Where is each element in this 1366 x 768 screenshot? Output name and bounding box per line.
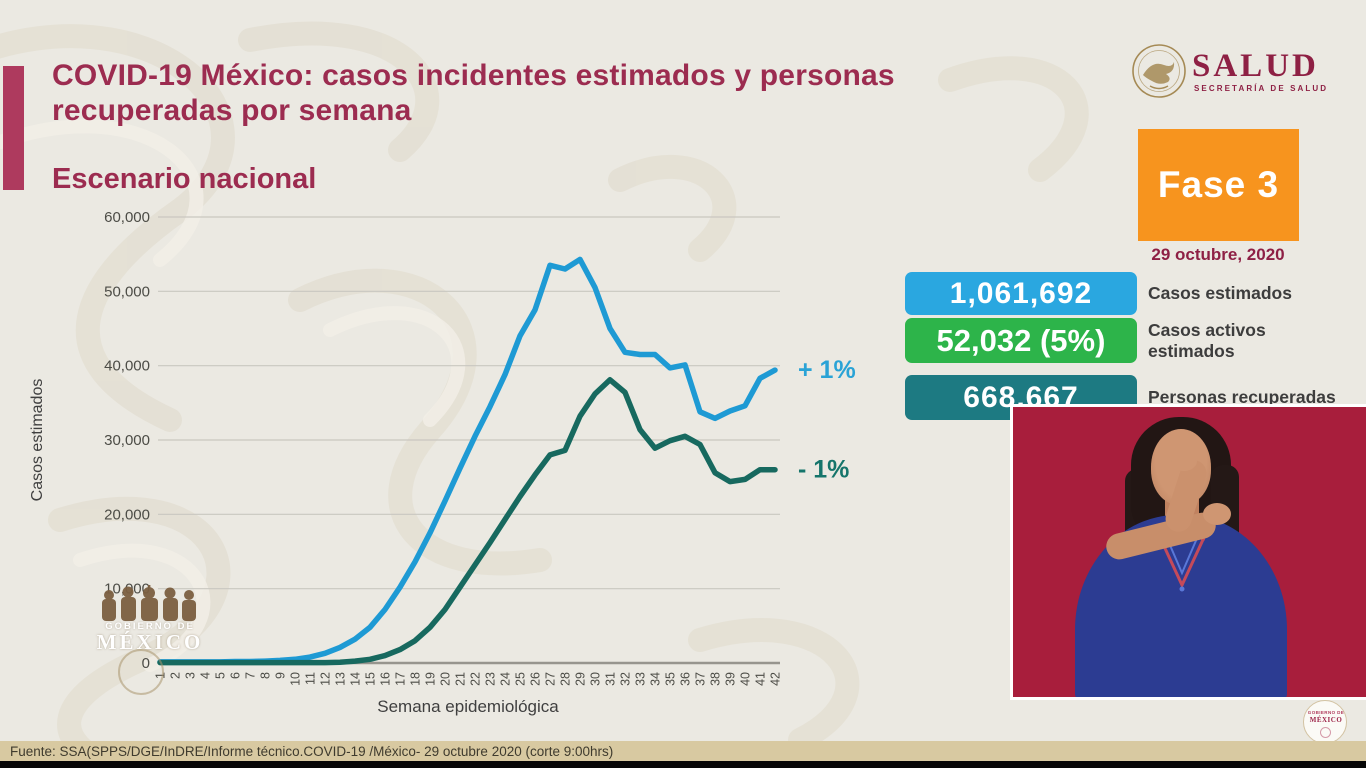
x-tick-label: 35 <box>664 672 678 686</box>
x-tick-label: 37 <box>694 672 708 686</box>
salud-eagle-icon <box>1132 44 1186 98</box>
x-tick-label: 4 <box>199 672 213 679</box>
y-tick-label: 60,000 <box>104 209 150 226</box>
page-subtitle: Escenario nacional <box>52 163 317 195</box>
x-tick-label: 3 <box>184 672 198 679</box>
stat-row-casos-estimados: 1,061,692 Casos estimados <box>905 272 1365 315</box>
x-tick-label: 42 <box>769 672 783 686</box>
x-tick-label: 30 <box>589 672 603 686</box>
seal-text-line2: MÉXICO <box>1309 716 1343 724</box>
x-tick-label: 15 <box>364 672 378 686</box>
stat-label: Casos activos estimados <box>1148 320 1266 361</box>
interpreter-hand <box>1171 451 1197 471</box>
y-tick-label: 40,000 <box>104 358 150 375</box>
series-line-personas-recuperadas <box>157 377 778 666</box>
footer-source-bar: Fuente: SSA(SPPS/DGE/InDRE/Informe técni… <box>0 741 1366 761</box>
watermark-seal-icon <box>118 649 164 695</box>
interpreter-video-background <box>1013 407 1366 697</box>
x-tick-label: 9 <box>274 672 288 679</box>
salud-wordmark: SALUD <box>1192 48 1319 84</box>
x-tick-label: 5 <box>214 672 228 679</box>
stat-label: Personas recuperadas <box>1148 387 1336 407</box>
stat-row-casos-activos: 52,032 (5%) Casos activos estimados <box>905 318 1365 363</box>
x-tick-label: 19 <box>424 672 438 686</box>
bottom-black-bar <box>0 761 1366 768</box>
x-tick-label: 21 <box>454 672 468 686</box>
stat-value: 1,061,692 <box>949 276 1093 310</box>
y-tick-label: 30,000 <box>104 432 150 449</box>
seal-text-line1: GOBIERNO DE <box>1307 710 1345 715</box>
x-tick-label: 18 <box>409 672 423 686</box>
x-tick-label: 32 <box>619 672 633 686</box>
page-title-line2: recuperadas por semana <box>52 94 412 127</box>
x-tick-label: 36 <box>679 672 693 686</box>
x-tick-label: 7 <box>244 672 258 679</box>
x-tick-label: 34 <box>649 672 663 686</box>
stat-value-box: 52,032 (5%) <box>905 318 1137 363</box>
series-end-label: + 1% <box>798 356 856 384</box>
x-tick-label: 14 <box>349 672 363 686</box>
y-axis-title: Casos estimados <box>29 379 46 502</box>
x-tick-label: 17 <box>394 672 408 686</box>
x-tick-label: 10 <box>289 672 303 686</box>
stat-label: Casos estimados <box>1148 283 1292 303</box>
phase-date: 29 octubre, 2020 <box>1151 245 1285 264</box>
x-tick-label: 8 <box>259 672 273 679</box>
x-tick-label: 38 <box>709 672 723 686</box>
page-title-line1: COVID-19 México: casos incidentes estima… <box>52 59 895 92</box>
x-tick-label: 11 <box>304 672 318 685</box>
seal-emblem-icon <box>1320 727 1331 738</box>
x-tick-label: 23 <box>484 672 498 686</box>
interpreter-video <box>1010 404 1366 700</box>
x-tick-label: 26 <box>529 672 543 686</box>
x-tick-label: 40 <box>739 672 753 686</box>
y-tick-label: 20,000 <box>104 506 150 523</box>
stat-value: 52,032 (5%) <box>936 322 1106 358</box>
x-tick-label: 22 <box>469 672 483 686</box>
interpreter-hand <box>1203 503 1231 525</box>
gobierno-seal-badge: GOBIERNO DE MÉXICO <box>1303 700 1347 744</box>
x-tick-label: 2 <box>169 672 183 679</box>
x-tick-label: 31 <box>604 672 618 686</box>
x-tick-label: 24 <box>499 672 513 686</box>
x-tick-label: 25 <box>514 672 528 686</box>
salud-subtext: SECRETARÍA DE SALUD <box>1194 84 1329 93</box>
x-tick-label: 12 <box>319 672 333 686</box>
watermark-gobierno: GOBIERNO DE MÉXICO <box>85 583 215 703</box>
series-line-casos-estimados <box>157 256 778 665</box>
series-end-label: - 1% <box>798 456 849 484</box>
phase-badge: Fase 3 <box>1138 129 1299 241</box>
x-tick-label: 29 <box>574 672 588 686</box>
stat-value-box: 1,061,692 <box>905 272 1137 315</box>
salud-logo: SALUD SECRETARÍA DE SALUD <box>1126 40 1356 100</box>
x-axis-title: Semana epidemiológica <box>377 697 559 716</box>
x-tick-label: 27 <box>544 672 558 686</box>
x-tick-label: 16 <box>379 672 393 686</box>
heroes-figures-icon <box>102 585 196 621</box>
x-tick-label: 20 <box>439 672 453 686</box>
x-tick-label: 33 <box>634 672 648 686</box>
page-title: COVID-19 México: casos incidentes estima… <box>52 58 1012 128</box>
x-tick-label: 28 <box>559 672 573 686</box>
accent-bar <box>3 66 24 190</box>
watermark-text-line1: GOBIERNO DE <box>105 621 195 632</box>
x-tick-label: 41 <box>754 672 768 686</box>
x-tick-label: 13 <box>334 672 348 686</box>
y-tick-label: 50,000 <box>104 283 150 300</box>
x-tick-label: 6 <box>229 672 243 679</box>
x-tick-label: 39 <box>724 672 738 686</box>
footer-source-text: Fuente: SSA(SPPS/DGE/InDRE/Informe técni… <box>10 743 614 759</box>
